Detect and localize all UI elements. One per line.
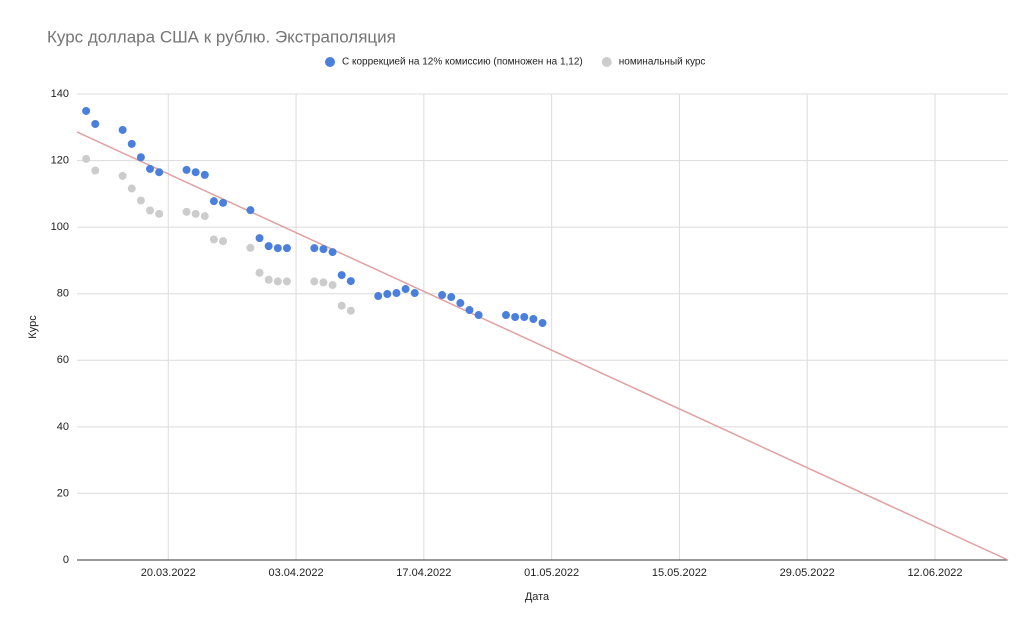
point xyxy=(465,306,474,315)
point xyxy=(282,244,291,253)
point xyxy=(136,196,145,205)
point xyxy=(127,139,136,148)
point xyxy=(155,209,164,218)
trendline xyxy=(76,131,1009,561)
point xyxy=(529,315,538,324)
point xyxy=(511,313,520,322)
point xyxy=(182,165,191,174)
point xyxy=(191,168,200,177)
legend-marker xyxy=(325,57,335,67)
x-tick-label: 12.06.2022 xyxy=(907,567,962,579)
point xyxy=(127,184,136,193)
point xyxy=(520,313,529,322)
point xyxy=(273,277,282,286)
point xyxy=(246,243,255,252)
point xyxy=(182,207,191,216)
point xyxy=(146,206,155,215)
x-tick-label: 29.05.2022 xyxy=(780,567,835,579)
y-tick-label: 100 xyxy=(51,221,69,233)
point xyxy=(282,277,291,286)
point xyxy=(310,277,319,286)
point xyxy=(346,306,355,315)
y-tick-label: 40 xyxy=(57,421,69,433)
point xyxy=(438,291,447,300)
point xyxy=(346,277,355,286)
x-axis-label: Дата xyxy=(525,591,550,603)
point xyxy=(410,289,419,298)
point xyxy=(219,198,228,207)
point xyxy=(392,289,401,298)
point xyxy=(136,153,145,162)
point xyxy=(538,319,547,328)
x-tick-label: 03.04.2022 xyxy=(269,567,324,579)
legend-label: С коррекцией на 12% комиссию (помножен н… xyxy=(342,57,583,68)
point xyxy=(191,209,200,218)
point xyxy=(82,106,91,115)
y-tick-label: 120 xyxy=(51,154,69,166)
point xyxy=(219,237,228,246)
point xyxy=(374,292,383,301)
point xyxy=(328,281,337,290)
point xyxy=(146,164,155,173)
point xyxy=(447,293,456,302)
point xyxy=(273,244,282,253)
point xyxy=(255,234,264,243)
point xyxy=(200,170,209,179)
point xyxy=(200,212,209,221)
point xyxy=(264,242,273,251)
y-tick-label: 20 xyxy=(57,487,69,499)
point xyxy=(328,248,337,257)
point xyxy=(337,271,346,280)
point xyxy=(337,301,346,310)
point xyxy=(319,245,328,254)
point xyxy=(91,166,100,175)
y-tick-label: 80 xyxy=(57,288,69,300)
point xyxy=(255,268,264,277)
point xyxy=(118,171,127,180)
x-tick-label: 20.03.2022 xyxy=(141,567,196,579)
legend-label: номинальный курс xyxy=(619,57,706,68)
y-axis-label: Курс xyxy=(27,315,39,339)
point xyxy=(118,125,127,134)
point xyxy=(310,244,319,253)
chart-title: Курс доллара США к рублю. Экстраполяция xyxy=(47,27,396,46)
point xyxy=(246,206,255,215)
point xyxy=(383,290,392,299)
point xyxy=(319,278,328,287)
x-tick-label: 17.04.2022 xyxy=(396,567,451,579)
x-tick-label: 01.05.2022 xyxy=(524,567,579,579)
legend-marker xyxy=(601,57,612,67)
point xyxy=(474,311,483,320)
x-tick-label: 15.05.2022 xyxy=(652,567,707,579)
point xyxy=(456,299,465,308)
point xyxy=(155,168,164,177)
point xyxy=(82,154,91,163)
point xyxy=(501,311,510,320)
point xyxy=(401,285,410,294)
y-tick-label: 140 xyxy=(51,88,69,100)
point xyxy=(209,197,218,206)
point xyxy=(264,275,273,284)
y-tick-label: 0 xyxy=(63,554,69,566)
point xyxy=(91,119,100,128)
point xyxy=(209,235,218,244)
y-tick-label: 60 xyxy=(57,354,69,366)
